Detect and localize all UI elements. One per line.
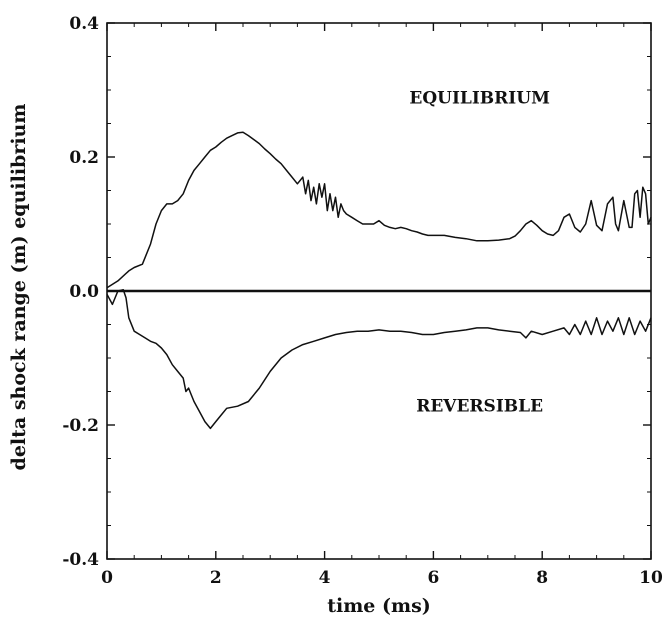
x-tick-label: 4 (319, 568, 331, 588)
x-tick-label: 6 (427, 568, 439, 588)
y-tick-label: 0.0 (69, 282, 99, 302)
y-tick-label: -0.2 (62, 416, 99, 436)
y-tick-label: -0.4 (62, 550, 99, 570)
x-tick-label: 8 (536, 568, 548, 588)
x-tick-label: 10 (639, 568, 663, 588)
x-tick-label: 0 (101, 568, 113, 588)
x-axis-title: time (ms) (327, 595, 431, 617)
y-tick-label: 0.2 (69, 148, 99, 168)
y-tick-label: 0.4 (69, 14, 99, 34)
y-axis-title: delta shock range (m) equilibrium (8, 104, 30, 471)
series-line-equilibrium (106, 131, 652, 289)
x-tick-label: 2 (210, 568, 222, 588)
axis-tick-labels: 0 2 4 6 8 10 -0.4 -0.2 0.0 0.2 0.4 (62, 14, 663, 588)
axis-ticks (106, 22, 652, 560)
series-lines (106, 131, 652, 430)
annotation-equilibrium: EQUILIBRIUM (409, 88, 550, 108)
annotation-reversible: REVERSIBLE (416, 397, 543, 417)
series-line-reversible (106, 288, 652, 430)
